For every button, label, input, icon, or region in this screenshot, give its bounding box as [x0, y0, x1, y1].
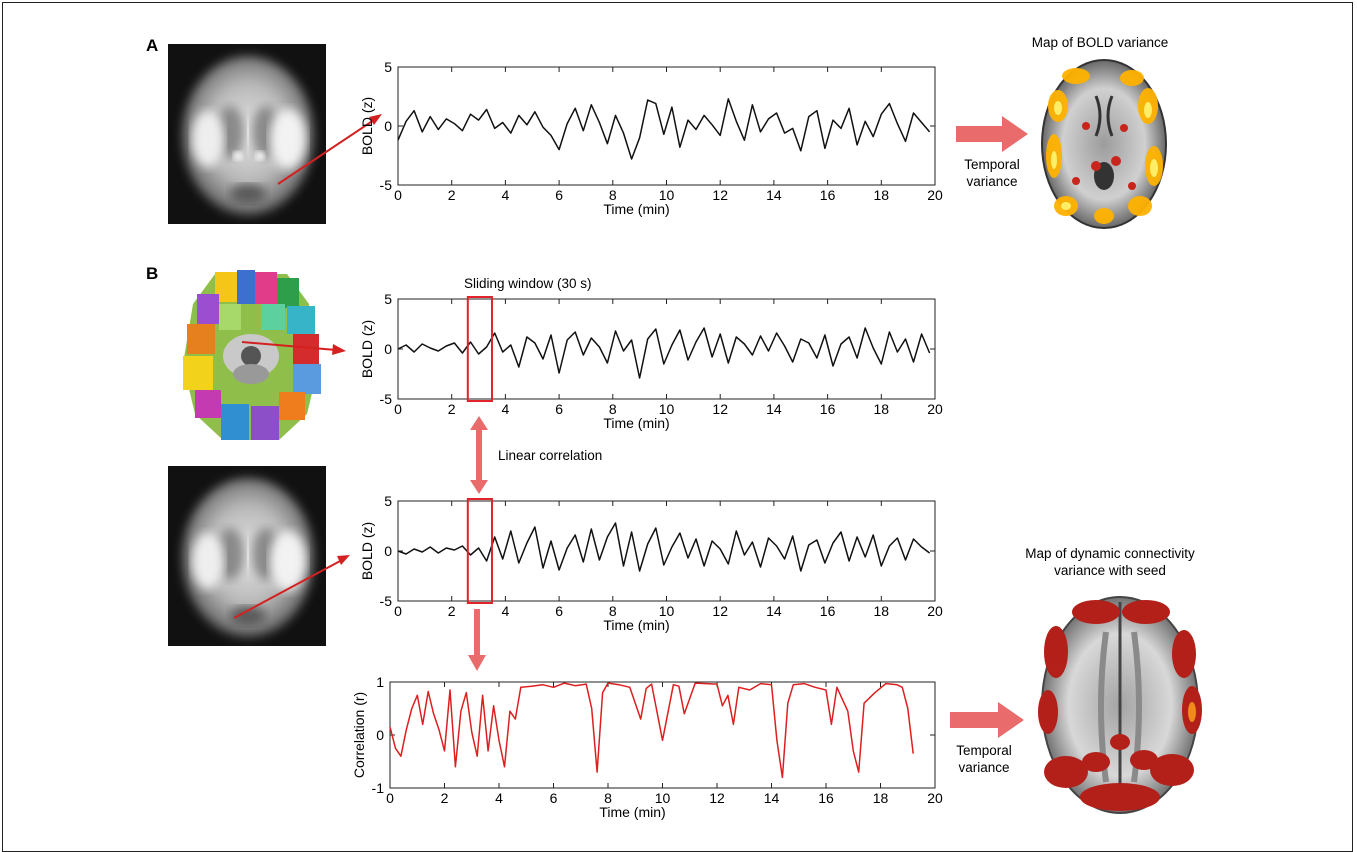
x-axis-label: Time (min): [603, 415, 669, 431]
x-tick-label: 20: [927, 790, 943, 806]
seed-arrow-b2: [233, 555, 350, 619]
temporal-variance-arrow-a: [956, 116, 1028, 152]
sliding-window-box: [466, 296, 493, 402]
x-tick-label: 16: [818, 790, 834, 806]
x-tick-label: 10: [659, 187, 675, 203]
y-tick-label: -1: [372, 780, 385, 796]
x-tick-label: 6: [555, 603, 563, 619]
x-tick-label: 18: [874, 603, 890, 619]
correlation-down-arrow: [468, 609, 486, 671]
x-tick-label: 14: [766, 401, 782, 417]
x-tick-label: 14: [766, 603, 782, 619]
x-tick-label: 2: [448, 603, 456, 619]
x-tick-label: 8: [609, 603, 617, 619]
series-line: [389, 682, 914, 779]
parcellation-atlas-image: [183, 270, 321, 440]
temporal-variance-caption-a: Temporal variance: [964, 157, 1020, 189]
x-tick-label: 16: [820, 401, 836, 417]
x-tick-label: 2: [448, 401, 456, 417]
x-tick-label: 20: [927, 187, 943, 203]
x-tick-label: 0: [394, 401, 402, 417]
y-axis-label: BOLD (z): [359, 522, 375, 580]
x-tick-label: 18: [873, 790, 889, 806]
panel-a-label: A: [146, 36, 159, 55]
x-tick-label: 6: [555, 187, 563, 203]
x-tick-label: 4: [495, 790, 503, 806]
x-tick-label: 6: [555, 401, 563, 417]
x-tick-label: 10: [659, 401, 675, 417]
x-tick-label: 0: [386, 790, 394, 806]
fmri-slice-image-a: [168, 44, 326, 224]
y-tick-label: -5: [380, 593, 393, 609]
x-tick-label: 16: [820, 603, 836, 619]
series-line: [397, 522, 931, 572]
x-tick-label: 2: [448, 187, 456, 203]
x-tick-label: 4: [502, 401, 510, 417]
seed-arrow-a: [277, 114, 382, 185]
y-tick-label: 5: [384, 291, 392, 307]
y-axis-label: BOLD (z): [359, 97, 375, 155]
x-tick-label: 14: [764, 790, 780, 806]
y-axis-label: Correlation (r): [351, 692, 367, 778]
x-tick-label: 12: [712, 603, 728, 619]
x-tick-label: 8: [609, 187, 617, 203]
y-tick-label: 0: [384, 543, 392, 559]
fmri-slice-image-b: [168, 466, 326, 646]
sliding-window-box: [466, 498, 493, 604]
sliding-window-label: Sliding window (30 s): [464, 276, 592, 291]
x-tick-label: 18: [874, 401, 890, 417]
x-tick-label: 4: [502, 603, 510, 619]
x-tick-label: 20: [927, 603, 943, 619]
y-tick-label: -5: [380, 177, 393, 193]
y-tick-label: 1: [376, 674, 384, 690]
x-tick-label: 12: [712, 401, 728, 417]
dynamic-connectivity-map-image: [1038, 596, 1202, 814]
bold-variance-map-title: Map of BOLD variance: [1031, 35, 1169, 50]
y-tick-label: 5: [384, 493, 392, 509]
y-tick-label: -5: [380, 391, 393, 407]
x-tick-label: 0: [394, 603, 402, 619]
x-tick-label: 8: [609, 401, 617, 417]
dynamic-connectivity-map-title: Map of dynamic connectivity variance wit…: [1025, 546, 1195, 578]
series-line: [397, 98, 931, 160]
bold-variance-map-image: [1041, 59, 1167, 229]
y-tick-label: 0: [384, 341, 392, 357]
x-tick-label: 12: [712, 187, 728, 203]
x-tick-label: 14: [766, 187, 782, 203]
x-axis-label: Time (min): [603, 201, 669, 217]
linear-correlation-label: Linear correlation: [498, 448, 603, 463]
x-tick-label: 10: [655, 790, 671, 806]
series-line: [397, 327, 931, 379]
x-tick-label: 0: [394, 187, 402, 203]
y-tick-label: 0: [376, 727, 384, 743]
x-tick-label: 16: [820, 187, 836, 203]
plot-frame: [397, 500, 936, 602]
linear-correlation-arrow: [470, 416, 488, 494]
x-axis-label: Time (min): [603, 617, 669, 633]
x-tick-label: 20: [927, 401, 943, 417]
y-tick-label: 0: [384, 118, 392, 134]
x-tick-label: 2: [441, 790, 449, 806]
seed-arrow-b1: [241, 341, 346, 355]
x-tick-label: 6: [550, 790, 558, 806]
x-tick-label: 4: [502, 187, 510, 203]
y-axis-label: BOLD (z): [359, 320, 375, 378]
x-tick-label: 18: [874, 187, 890, 203]
x-tick-label: 8: [604, 790, 612, 806]
x-tick-label: 10: [659, 603, 675, 619]
temporal-variance-arrow-b: [950, 702, 1024, 738]
x-axis-label: Time (min): [599, 804, 665, 820]
temporal-variance-caption-b: Temporal variance: [956, 743, 1012, 775]
y-tick-label: 5: [384, 59, 392, 75]
x-tick-label: 12: [709, 790, 725, 806]
panel-b-label: B: [146, 264, 159, 283]
